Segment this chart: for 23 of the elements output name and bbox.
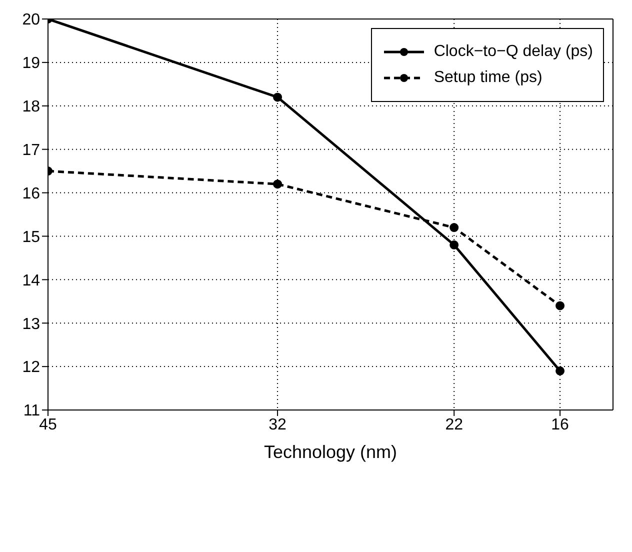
legend-label: Setup time (ps) [434,69,542,87]
point [556,301,565,310]
point [450,240,459,250]
point [450,223,459,232]
x-tick-label: 32 [268,416,287,434]
y-tick-label: 15 [22,228,40,246]
y-tick-label: 16 [22,185,40,202]
y-tick-label: 18 [22,98,40,116]
x-tick-label: 22 [445,416,464,434]
y-tick-label: 13 [22,316,40,333]
y-tick-label: 17 [22,142,40,160]
x-axis-title: Technology (nm) [264,442,398,462]
x-tick-label: 16 [551,416,570,434]
x-tick-label: 45 [39,416,57,434]
point [273,92,282,102]
point [556,366,565,376]
y-tick-label: 20 [22,12,40,29]
y-tick-label: 12 [22,359,40,376]
legend-label: Clock−to−Q delay (ps) [434,43,593,61]
point [273,180,282,189]
y-tick-label: 19 [22,55,40,72]
y-tick-label: 14 [22,272,40,290]
y-tick-label: 11 [23,402,40,420]
